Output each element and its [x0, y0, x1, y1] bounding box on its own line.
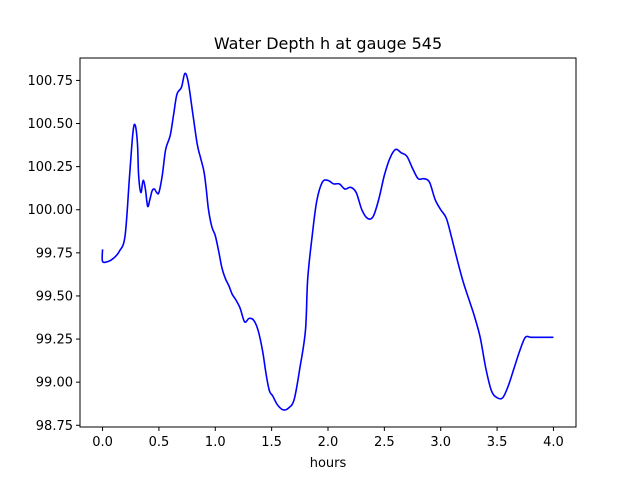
- y-tick-label: 99.25: [36, 333, 73, 348]
- x-tick-label: 4.0: [543, 435, 564, 450]
- x-tick-label: 2.0: [318, 435, 339, 450]
- y-axis: 98.75 99.00 99.25 99.50 99.75 100.00 100.25 100…: [28, 74, 80, 434]
- plot-area: [101, 72, 554, 411]
- y-tick-label: 99.50: [36, 289, 73, 304]
- y-tick-label: 100.00: [28, 203, 74, 218]
- y-tick-label: 100.25: [28, 160, 74, 175]
- y-tick-label: 99.75: [36, 246, 73, 261]
- y-tick-label: 100.50: [28, 117, 74, 132]
- x-tick-label: 2.5: [374, 435, 395, 450]
- x-tick-label: 0.5: [149, 435, 170, 450]
- x-tick-label: 0.0: [92, 435, 113, 450]
- x-axis: 0.0 0.5 1.0 1.5 2.0 2.5 3.0 3.5 4.0: [92, 427, 564, 450]
- chart-title: Water Depth h at gauge 545: [214, 34, 442, 53]
- series-line-water-depth: [101, 72, 554, 411]
- y-tick-label: 99.00: [36, 376, 73, 391]
- x-tick-label: 3.5: [487, 435, 508, 450]
- x-tick-label: 1.5: [261, 435, 282, 450]
- y-tick-label: 98.75: [36, 419, 73, 434]
- x-axis-label: hours: [310, 456, 347, 471]
- y-tick-label: 100.75: [28, 74, 74, 89]
- x-tick-label: 3.0: [430, 435, 451, 450]
- x-tick-label: 1.0: [205, 435, 226, 450]
